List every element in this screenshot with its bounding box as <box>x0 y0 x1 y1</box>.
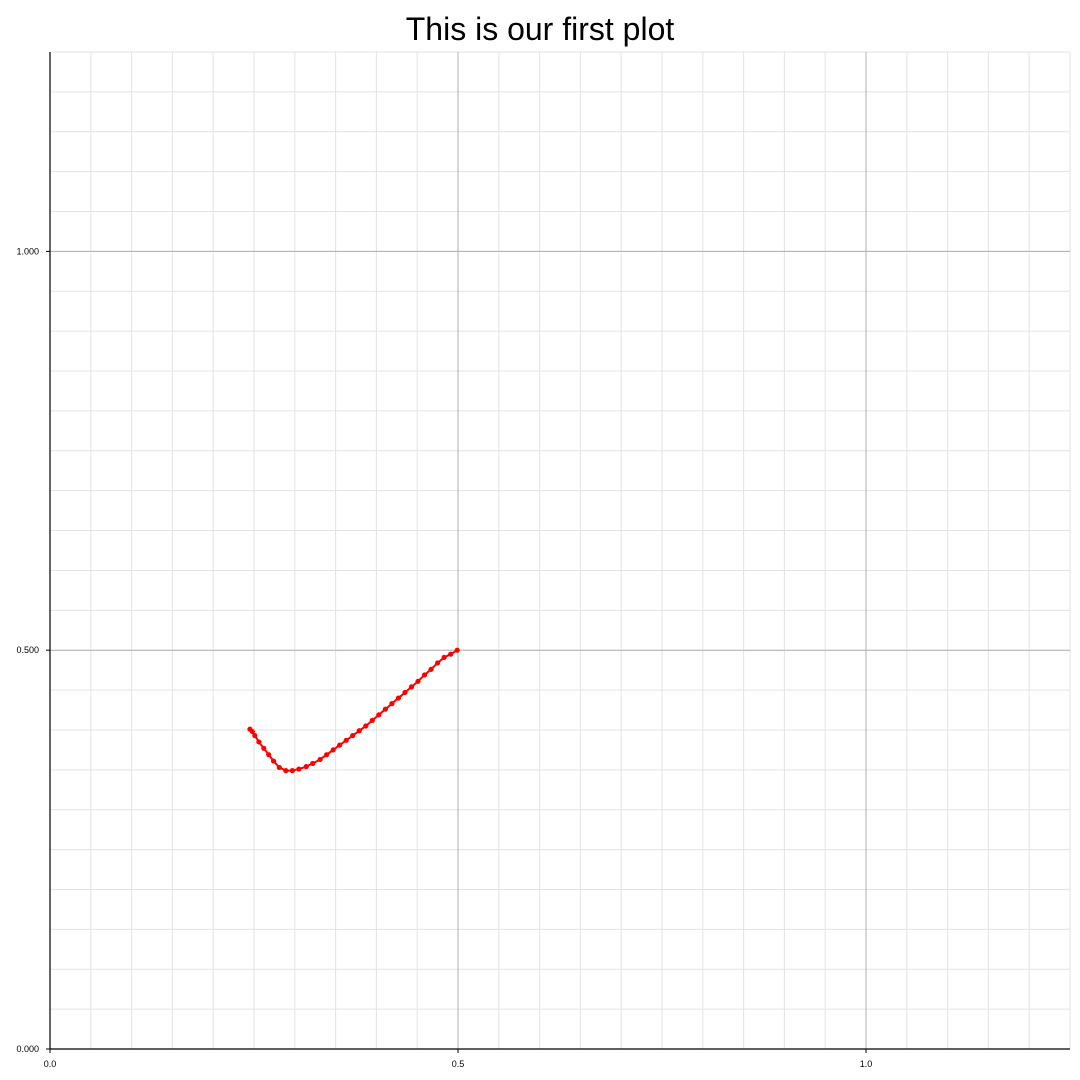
data-point <box>454 647 460 653</box>
data-point <box>435 660 441 666</box>
data-point <box>395 695 402 701</box>
data-point <box>296 766 302 772</box>
data-point <box>408 684 415 690</box>
data-point <box>252 732 258 739</box>
data-point <box>350 732 356 739</box>
data-point <box>283 768 289 774</box>
data-point <box>276 764 282 771</box>
data-point <box>428 666 434 672</box>
data-series <box>247 647 460 774</box>
data-point <box>448 651 454 657</box>
y-tick-label: 0.000 <box>16 1044 39 1054</box>
chart-title: This is our first plot <box>405 11 675 47</box>
data-point <box>376 712 382 718</box>
data-point <box>270 758 277 764</box>
major-grid <box>50 52 1070 1049</box>
data-point <box>441 654 447 660</box>
data-point <box>402 689 408 696</box>
data-point <box>256 739 262 745</box>
minor-grid <box>50 51 1071 1049</box>
data-point <box>369 717 375 723</box>
data-point <box>343 737 349 743</box>
data-point <box>337 742 343 748</box>
tick-labels: 0.0 0.5 1.0 0.000 0.500 1.000 <box>16 246 872 1069</box>
data-point <box>421 672 428 678</box>
series-line <box>249 649 458 772</box>
data-point <box>330 747 336 753</box>
data-point <box>266 752 272 758</box>
data-point <box>289 768 295 774</box>
data-point <box>415 678 421 684</box>
x-tick-label: 1.0 <box>860 1059 873 1069</box>
y-tick-label: 0.500 <box>16 645 39 655</box>
data-point <box>310 760 316 767</box>
data-point <box>363 723 369 729</box>
data-point <box>249 728 255 735</box>
data-point <box>382 706 388 712</box>
data-point <box>356 728 362 734</box>
x-tick-label: 0.0 <box>44 1059 57 1069</box>
data-point <box>389 701 395 707</box>
data-point <box>303 764 309 770</box>
data-point <box>317 756 323 763</box>
data-point <box>324 752 330 758</box>
x-tick-label: 0.5 <box>452 1059 465 1069</box>
y-tick-label: 1.000 <box>16 246 39 256</box>
data-point <box>261 745 267 751</box>
